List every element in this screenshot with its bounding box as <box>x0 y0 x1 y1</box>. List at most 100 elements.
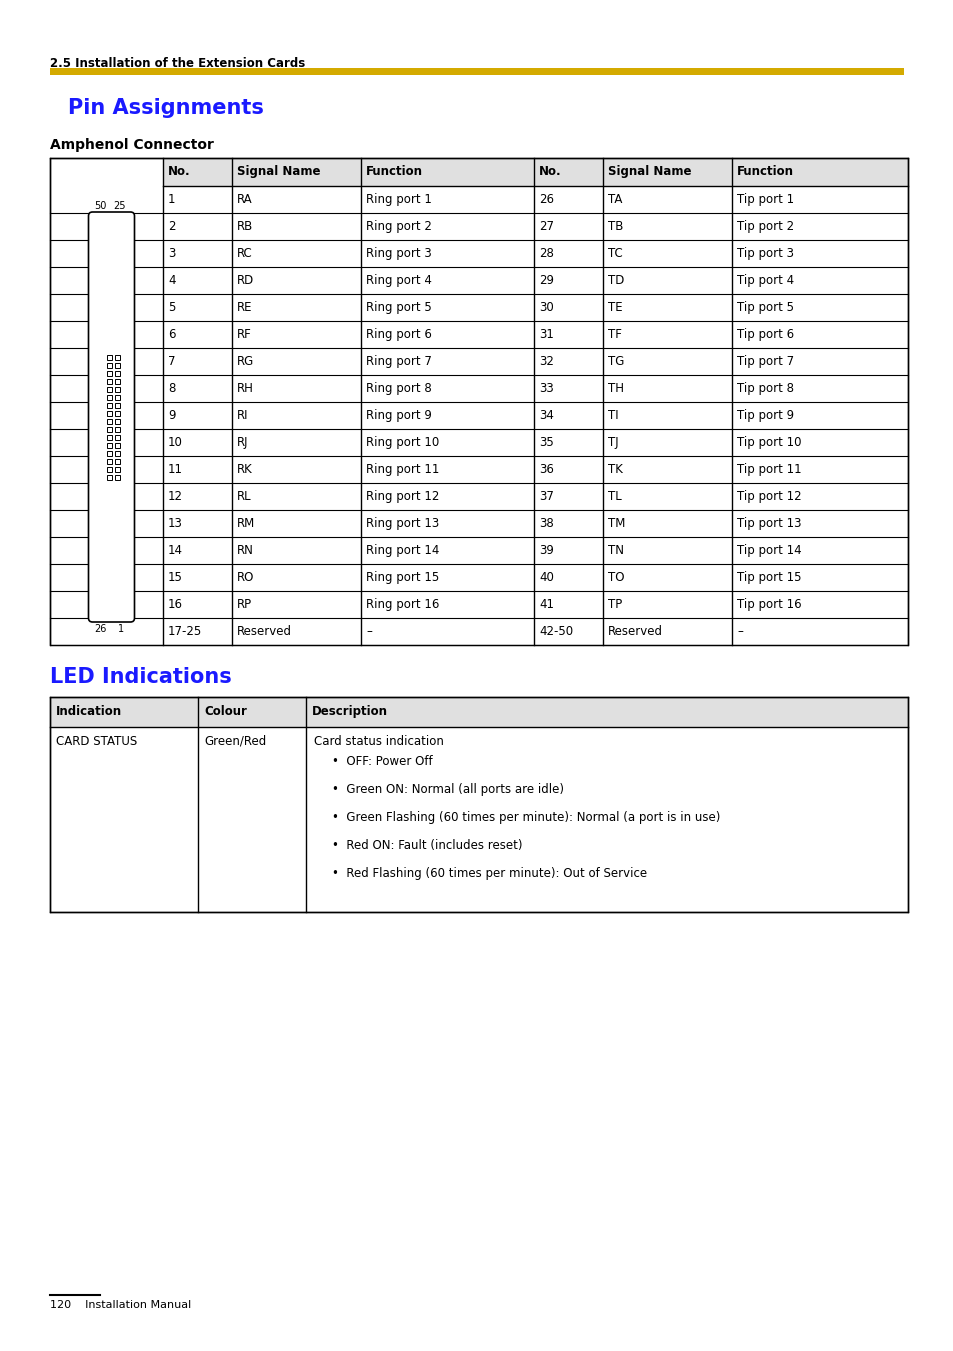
Text: 28: 28 <box>538 247 554 259</box>
Text: 26: 26 <box>94 624 107 634</box>
Text: 2: 2 <box>168 220 175 232</box>
Text: 42-50: 42-50 <box>538 626 573 638</box>
Text: Tip port 10: Tip port 10 <box>737 436 801 449</box>
Text: TM: TM <box>607 517 625 530</box>
Text: Ring port 11: Ring port 11 <box>366 463 439 476</box>
Text: Tip port 11: Tip port 11 <box>737 463 801 476</box>
Text: 14: 14 <box>168 544 183 557</box>
Bar <box>115 466 120 471</box>
Bar <box>107 394 112 400</box>
Text: TB: TB <box>607 220 622 232</box>
Text: TJ: TJ <box>607 436 618 449</box>
Text: 7: 7 <box>168 355 175 367</box>
Bar <box>50 697 907 727</box>
Text: 39: 39 <box>538 544 554 557</box>
Bar <box>107 443 112 447</box>
Text: 3: 3 <box>168 247 175 259</box>
Text: 25: 25 <box>113 201 126 211</box>
Text: •  Green ON: Normal (all ports are idle): • Green ON: Normal (all ports are idle) <box>332 784 563 796</box>
Text: 50: 50 <box>94 201 107 211</box>
Bar <box>107 419 112 423</box>
Text: 34: 34 <box>538 409 554 422</box>
Text: Function: Function <box>737 165 793 178</box>
Text: RO: RO <box>236 571 254 584</box>
Text: Ring port 13: Ring port 13 <box>366 517 438 530</box>
Text: TC: TC <box>607 247 622 259</box>
Bar <box>115 443 120 447</box>
Text: Description: Description <box>312 705 388 717</box>
Text: RI: RI <box>236 409 248 422</box>
Text: Tip port 6: Tip port 6 <box>737 328 793 340</box>
Text: TK: TK <box>607 463 622 476</box>
Text: 37: 37 <box>538 490 554 503</box>
Text: Ring port 7: Ring port 7 <box>366 355 432 367</box>
Bar <box>107 370 112 376</box>
Text: 35: 35 <box>538 436 553 449</box>
Text: Ring port 1: Ring port 1 <box>366 193 432 205</box>
Text: RJ: RJ <box>236 436 248 449</box>
Bar <box>115 370 120 376</box>
Text: Tip port 15: Tip port 15 <box>737 571 801 584</box>
Text: RL: RL <box>236 490 252 503</box>
Text: RH: RH <box>236 382 253 394</box>
Text: Ring port 16: Ring port 16 <box>366 598 439 611</box>
Text: 13: 13 <box>168 517 183 530</box>
Text: 6: 6 <box>168 328 175 340</box>
Text: Ring port 12: Ring port 12 <box>366 490 439 503</box>
Text: LED Indications: LED Indications <box>50 667 232 688</box>
Text: –: – <box>366 626 372 638</box>
Bar <box>115 386 120 392</box>
Bar <box>107 474 112 480</box>
Text: Tip port 16: Tip port 16 <box>737 598 801 611</box>
Text: Reserved: Reserved <box>236 626 292 638</box>
Bar <box>50 68 903 76</box>
Bar <box>115 435 120 439</box>
Text: TA: TA <box>607 193 621 205</box>
Text: 40: 40 <box>538 571 554 584</box>
Text: 5: 5 <box>168 301 175 313</box>
Text: 30: 30 <box>538 301 553 313</box>
Text: Ring port 2: Ring port 2 <box>366 220 432 232</box>
Text: •  OFF: Power Off: • OFF: Power Off <box>332 755 432 767</box>
Text: •  Green Flashing (60 times per minute): Normal (a port is in use): • Green Flashing (60 times per minute): … <box>332 811 720 824</box>
Text: Green/Red: Green/Red <box>204 735 266 748</box>
Text: RM: RM <box>236 517 255 530</box>
Text: Tip port 5: Tip port 5 <box>737 301 793 313</box>
Text: RB: RB <box>236 220 253 232</box>
Text: 1: 1 <box>168 193 175 205</box>
Text: 4: 4 <box>168 274 175 286</box>
Text: RA: RA <box>236 193 253 205</box>
Text: RK: RK <box>236 463 253 476</box>
Text: TP: TP <box>607 598 621 611</box>
Bar <box>115 378 120 384</box>
Text: TD: TD <box>607 274 623 286</box>
Text: 120    Installation Manual: 120 Installation Manual <box>50 1300 191 1310</box>
Text: Ring port 4: Ring port 4 <box>366 274 432 286</box>
Text: 15: 15 <box>168 571 183 584</box>
Bar <box>115 411 120 416</box>
FancyBboxPatch shape <box>89 212 134 621</box>
Text: Ring port 3: Ring port 3 <box>366 247 432 259</box>
Text: Tip port 12: Tip port 12 <box>737 490 801 503</box>
Text: 29: 29 <box>538 274 554 286</box>
Text: CARD STATUS: CARD STATUS <box>56 735 137 748</box>
Bar <box>163 158 907 186</box>
Text: Ring port 14: Ring port 14 <box>366 544 439 557</box>
Bar <box>107 411 112 416</box>
Bar <box>107 466 112 471</box>
Text: Tip port 8: Tip port 8 <box>737 382 793 394</box>
Text: TE: TE <box>607 301 622 313</box>
Bar <box>50 158 907 644</box>
Text: TH: TH <box>607 382 623 394</box>
Text: Tip port 7: Tip port 7 <box>737 355 793 367</box>
Text: RD: RD <box>236 274 254 286</box>
Text: •  Red Flashing (60 times per minute): Out of Service: • Red Flashing (60 times per minute): Ou… <box>332 867 646 880</box>
Text: Pin Assignments: Pin Assignments <box>68 99 264 118</box>
Text: TI: TI <box>607 409 618 422</box>
Text: Signal Name: Signal Name <box>607 165 691 178</box>
Text: Function: Function <box>366 165 422 178</box>
Text: TO: TO <box>607 571 624 584</box>
Bar <box>107 458 112 463</box>
Bar <box>115 403 120 408</box>
Text: 33: 33 <box>538 382 553 394</box>
